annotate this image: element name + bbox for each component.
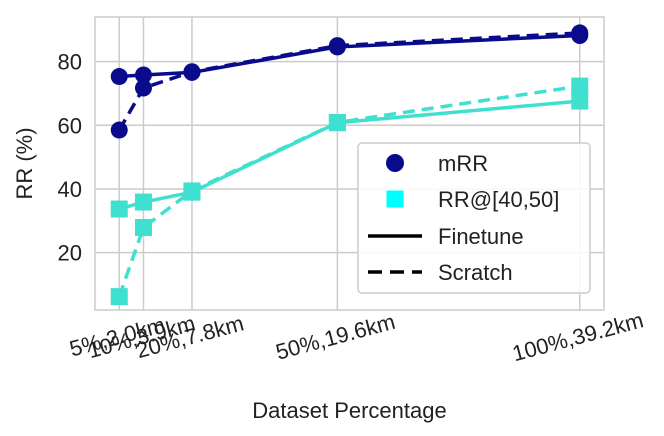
data-point	[183, 63, 201, 81]
data-point	[328, 38, 346, 56]
data-point	[110, 68, 128, 86]
x-tick-label: 50%,19.6km	[273, 309, 398, 365]
data-point	[183, 183, 201, 201]
y-tick-label: 40	[58, 177, 82, 202]
data-point	[328, 114, 346, 132]
data-point	[571, 77, 589, 95]
legend: mRR RR@[40,50] Finetune Scratch	[357, 142, 591, 294]
x-axis-label: Dataset Percentage	[252, 398, 446, 423]
data-point	[571, 26, 589, 44]
data-point	[134, 66, 152, 84]
data-point	[134, 193, 152, 211]
legend-mrr-label: mRR	[438, 151, 488, 176]
legend-rr-marker	[386, 190, 404, 208]
y-axis-label: RR (%)	[12, 127, 37, 199]
data-point	[571, 92, 589, 110]
y-tick-label: 80	[58, 50, 82, 75]
x-tick-label: 100%,39.2km	[510, 307, 646, 366]
data-point	[110, 121, 128, 139]
data-point	[134, 79, 152, 97]
data-point	[134, 219, 152, 237]
data-point	[110, 288, 128, 306]
legend-mrr-marker	[386, 154, 404, 172]
plot-area-frame	[94, 16, 605, 311]
legend-finetune-label: Finetune	[438, 224, 524, 249]
legend-rr-label: RR@[40,50]	[438, 187, 559, 212]
series-layer	[110, 24, 589, 306]
y-axis-ticks: 20 40 60 80	[58, 50, 82, 266]
data-point	[110, 200, 128, 218]
y-tick-label: 60	[58, 113, 82, 138]
legend-scratch-label: Scratch	[438, 260, 513, 285]
y-tick-label: 20	[58, 241, 82, 266]
legend-box	[357, 142, 591, 294]
